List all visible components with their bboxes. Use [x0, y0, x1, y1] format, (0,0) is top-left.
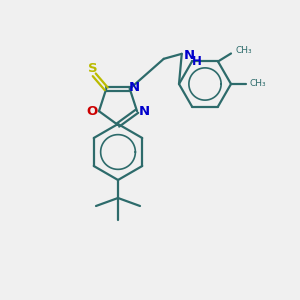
- Text: CH₃: CH₃: [235, 46, 252, 55]
- Text: N: N: [139, 105, 150, 118]
- Text: CH₃: CH₃: [250, 80, 267, 88]
- Text: S: S: [88, 62, 98, 75]
- Text: N: N: [129, 81, 140, 94]
- Text: N: N: [184, 49, 195, 62]
- Text: H: H: [192, 55, 202, 68]
- Text: O: O: [86, 105, 98, 118]
